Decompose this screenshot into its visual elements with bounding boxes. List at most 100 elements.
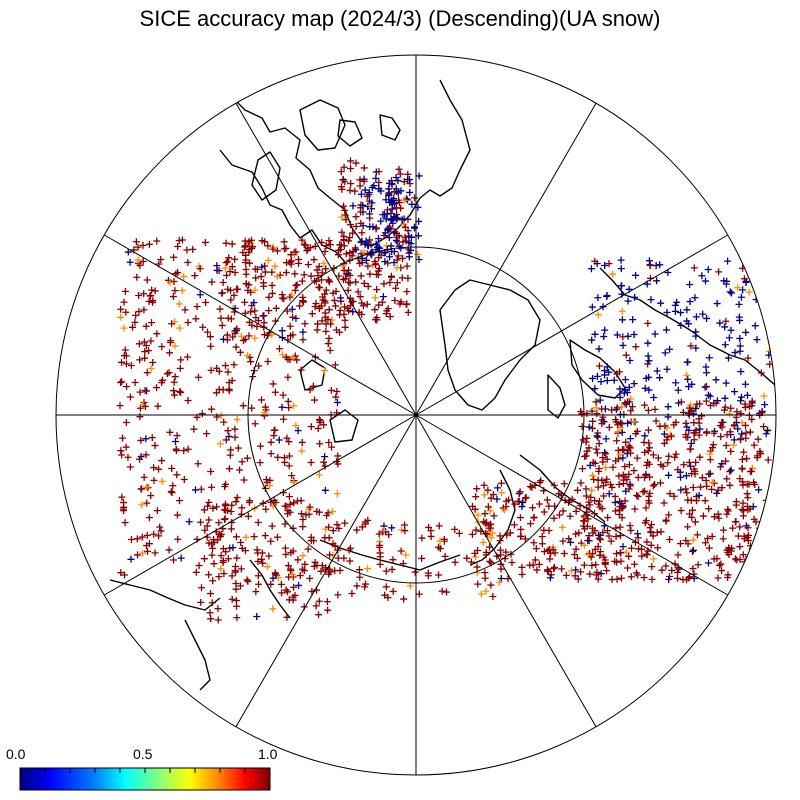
station-marker bbox=[321, 534, 329, 542]
station-marker bbox=[394, 189, 402, 197]
station-marker bbox=[698, 272, 706, 280]
station-marker bbox=[311, 396, 319, 404]
station-marker bbox=[415, 256, 423, 264]
station-marker bbox=[608, 483, 616, 491]
station-marker bbox=[331, 567, 339, 575]
station-marker bbox=[247, 288, 255, 296]
station-marker bbox=[174, 269, 182, 277]
station-marker bbox=[297, 366, 305, 374]
station-marker bbox=[753, 336, 761, 344]
station-marker bbox=[163, 370, 171, 378]
station-marker bbox=[403, 262, 411, 270]
station-marker bbox=[271, 262, 279, 270]
station-marker bbox=[135, 340, 143, 348]
station-marker bbox=[735, 313, 743, 321]
station-marker bbox=[158, 343, 166, 351]
station-marker bbox=[207, 590, 215, 598]
station-marker bbox=[559, 537, 567, 545]
station-marker bbox=[280, 238, 288, 246]
station-marker bbox=[158, 457, 166, 465]
station-marker bbox=[718, 484, 726, 492]
station-marker bbox=[144, 484, 152, 492]
station-marker bbox=[726, 288, 734, 296]
station-marker bbox=[273, 533, 281, 541]
station-marker bbox=[754, 435, 762, 443]
station-marker bbox=[588, 424, 596, 432]
station-marker bbox=[714, 486, 722, 494]
station-marker bbox=[173, 471, 181, 479]
station-marker bbox=[243, 454, 251, 462]
station-marker bbox=[177, 389, 185, 397]
station-marker bbox=[540, 526, 548, 534]
station-marker bbox=[169, 482, 177, 490]
station-marker bbox=[741, 400, 749, 408]
station-marker bbox=[269, 574, 277, 582]
station-marker bbox=[643, 538, 651, 546]
station-marker bbox=[347, 164, 355, 172]
station-marker bbox=[619, 471, 627, 479]
station-marker bbox=[595, 500, 603, 508]
station-marker bbox=[127, 535, 135, 543]
station-marker bbox=[605, 423, 613, 431]
station-marker bbox=[722, 379, 730, 387]
station-marker bbox=[743, 455, 751, 463]
station-marker bbox=[286, 293, 294, 301]
station-marker bbox=[516, 514, 524, 522]
station-marker bbox=[353, 526, 361, 534]
station-marker bbox=[287, 260, 295, 268]
station-marker bbox=[123, 383, 131, 391]
station-marker bbox=[377, 217, 385, 225]
station-marker bbox=[341, 323, 349, 331]
station-marker bbox=[692, 313, 700, 321]
station-marker bbox=[709, 444, 717, 452]
station-marker bbox=[372, 224, 380, 232]
station-marker bbox=[584, 515, 592, 523]
station-marker bbox=[306, 574, 314, 582]
station-marker bbox=[375, 264, 383, 272]
station-marker bbox=[635, 545, 643, 553]
station-marker bbox=[706, 401, 714, 409]
station-marker bbox=[702, 363, 710, 371]
station-marker bbox=[341, 303, 349, 311]
station-marker bbox=[229, 544, 237, 552]
station-marker bbox=[538, 540, 546, 548]
station-marker bbox=[647, 521, 655, 529]
station-marker bbox=[687, 440, 695, 448]
station-marker bbox=[321, 309, 329, 317]
station-marker bbox=[765, 505, 773, 513]
station-marker bbox=[648, 575, 656, 583]
station-marker bbox=[687, 445, 695, 453]
station-marker bbox=[346, 221, 354, 229]
station-marker bbox=[190, 425, 198, 433]
station-marker bbox=[427, 532, 435, 540]
station-marker bbox=[238, 504, 246, 512]
station-marker bbox=[721, 323, 729, 331]
station-marker bbox=[401, 223, 409, 231]
station-marker bbox=[602, 464, 610, 472]
station-marker bbox=[287, 549, 295, 557]
station-marker bbox=[716, 463, 724, 471]
station-marker bbox=[269, 605, 277, 613]
station-marker bbox=[389, 556, 397, 564]
station-marker bbox=[625, 552, 633, 560]
station-marker bbox=[309, 382, 317, 390]
station-marker bbox=[148, 319, 156, 327]
station-marker bbox=[271, 570, 279, 578]
station-marker bbox=[311, 303, 319, 311]
station-marker bbox=[641, 519, 649, 527]
station-marker bbox=[731, 518, 739, 526]
station-marker bbox=[602, 435, 610, 443]
station-marker bbox=[139, 258, 147, 266]
station-marker bbox=[218, 321, 226, 329]
station-marker bbox=[233, 494, 241, 502]
station-marker bbox=[330, 296, 338, 304]
station-marker bbox=[582, 452, 590, 460]
station-marker bbox=[119, 434, 127, 442]
station-marker bbox=[653, 277, 661, 285]
station-marker bbox=[602, 478, 610, 486]
station-marker bbox=[619, 543, 627, 551]
station-marker bbox=[318, 239, 326, 247]
station-marker bbox=[136, 356, 144, 364]
station-marker bbox=[740, 275, 748, 283]
station-marker bbox=[224, 427, 232, 435]
